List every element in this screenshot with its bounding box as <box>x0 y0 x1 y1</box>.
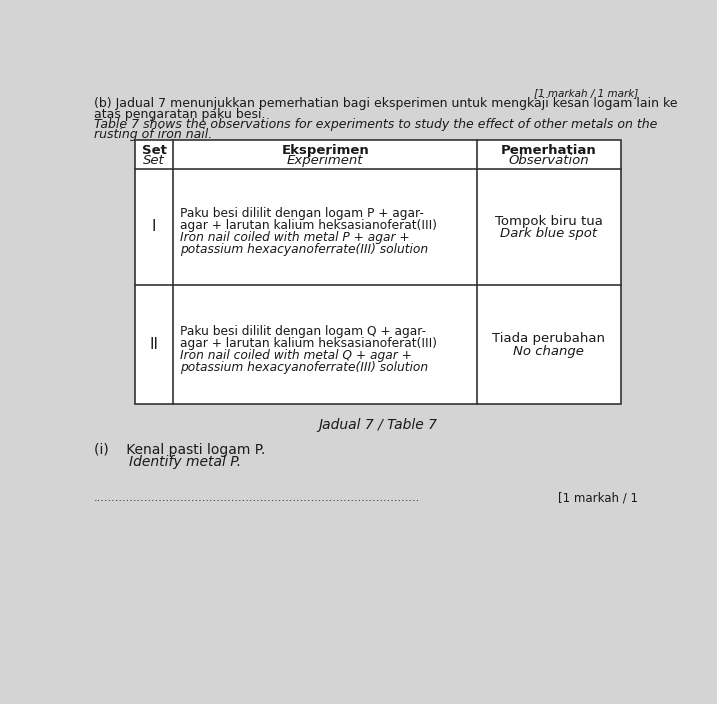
Text: Tompok biru tua: Tompok biru tua <box>495 215 603 228</box>
Text: Eksperimen: Eksperimen <box>281 144 369 157</box>
Text: Pemerhatian: Pemerhatian <box>501 144 597 157</box>
Text: II: II <box>149 337 158 352</box>
Text: (b) Jadual 7 menunjukkan pemerhatian bagi eksperimen untuk mengkaji kesan logam : (b) Jadual 7 menunjukkan pemerhatian bag… <box>93 97 677 110</box>
Text: Tiada perubahan: Tiada perubahan <box>493 332 605 346</box>
Text: ................................................................................: ........................................… <box>93 493 419 503</box>
Text: potassium hexacyanoferrate(III) solution: potassium hexacyanoferrate(III) solution <box>180 244 429 256</box>
Text: potassium hexacyanoferrate(III) solution: potassium hexacyanoferrate(III) solution <box>180 360 429 374</box>
Text: Set: Set <box>143 154 165 168</box>
Text: Iron nail coiled with metal P + agar +: Iron nail coiled with metal P + agar + <box>180 232 410 244</box>
Text: No change: No change <box>513 345 584 358</box>
Text: Iron nail coiled with metal Q + agar +: Iron nail coiled with metal Q + agar + <box>180 348 412 362</box>
Text: [1 markah / 1 mark]: [1 markah / 1 mark] <box>534 88 638 99</box>
Text: [1 markah / 1: [1 markah / 1 <box>559 492 638 505</box>
Text: Identify metal P.: Identify metal P. <box>93 455 241 469</box>
Text: agar + larutan kalium heksasianoferat(III): agar + larutan kalium heksasianoferat(II… <box>180 337 437 350</box>
Text: rusting of iron nail.: rusting of iron nail. <box>93 128 212 142</box>
Text: Dark blue spot: Dark blue spot <box>500 227 597 240</box>
Text: (i)    Kenal pasti logam P.: (i) Kenal pasti logam P. <box>93 443 265 456</box>
Bar <box>135 140 620 404</box>
Text: Experiment: Experiment <box>287 154 364 168</box>
Text: Jadual 7 / Table 7: Jadual 7 / Table 7 <box>318 418 437 432</box>
Text: Paku besi dililit dengan logam P + agar-: Paku besi dililit dengan logam P + agar- <box>180 208 424 220</box>
Text: Observation: Observation <box>508 154 589 168</box>
Text: atas pengaratan paku besi.: atas pengaratan paku besi. <box>93 108 265 120</box>
Text: Set: Set <box>141 144 166 157</box>
Text: agar + larutan kalium heksasianoferat(III): agar + larutan kalium heksasianoferat(II… <box>180 220 437 232</box>
Text: I: I <box>152 220 156 234</box>
Text: Table 7 shows the observations for experiments to study the effect of other meta: Table 7 shows the observations for exper… <box>93 118 657 130</box>
Text: Paku besi dililit dengan logam Q + agar-: Paku besi dililit dengan logam Q + agar- <box>180 325 427 338</box>
